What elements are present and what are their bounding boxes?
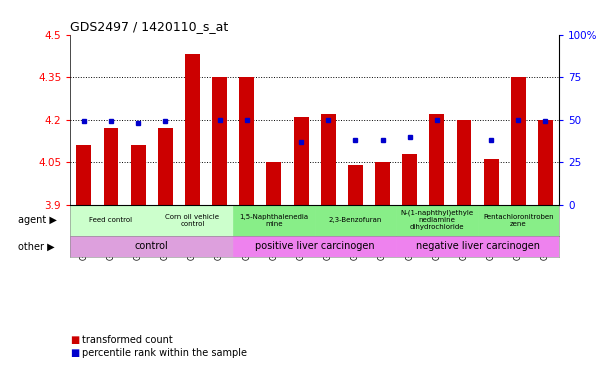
Text: N-(1-naphthyl)ethyle
nediamine
dihydrochloride: N-(1-naphthyl)ethyle nediamine dihydroch… [400, 210, 474, 230]
Bar [538, 120, 553, 205]
Bar [152, 205, 233, 236]
Text: positive liver carcinogen: positive liver carcinogen [255, 242, 375, 252]
Text: other ▶: other ▶ [18, 242, 55, 252]
Bar [456, 120, 472, 205]
Text: Corn oil vehicle
control: Corn oil vehicle control [166, 214, 219, 227]
Bar [396, 205, 478, 236]
Bar [430, 114, 444, 205]
Text: 1,5-Naphthalenedia
mine: 1,5-Naphthalenedia mine [240, 214, 309, 227]
Text: control: control [135, 242, 169, 252]
Bar [185, 55, 200, 205]
Text: Pentachloronitroben
zene: Pentachloronitroben zene [483, 214, 554, 227]
Bar [70, 236, 233, 257]
Text: Feed control: Feed control [89, 217, 133, 223]
Text: 2,3-Benzofuran: 2,3-Benzofuran [329, 217, 382, 223]
Text: GDS2497 / 1420110_s_at: GDS2497 / 1420110_s_at [70, 20, 229, 33]
Text: ■: ■ [70, 335, 79, 345]
Bar [240, 77, 254, 205]
Bar [375, 162, 390, 205]
Text: transformed count: transformed count [82, 335, 174, 345]
Bar [321, 114, 335, 205]
Text: percentile rank within the sample: percentile rank within the sample [82, 348, 247, 358]
Bar [294, 117, 309, 205]
Bar [511, 77, 526, 205]
Bar [478, 205, 559, 236]
Bar [348, 165, 363, 205]
Bar [315, 205, 396, 236]
Bar [233, 236, 396, 257]
Bar [266, 162, 282, 205]
Text: negative liver carcinogen: negative liver carcinogen [415, 242, 540, 252]
Bar [484, 159, 499, 205]
Bar [233, 205, 315, 236]
Bar [402, 154, 417, 205]
Bar [131, 145, 145, 205]
Text: ■: ■ [70, 348, 79, 358]
Bar [103, 128, 119, 205]
Text: agent ▶: agent ▶ [18, 215, 57, 225]
Bar [76, 145, 91, 205]
Bar [212, 77, 227, 205]
Bar [70, 205, 152, 236]
Bar [158, 128, 173, 205]
Bar [396, 236, 559, 257]
